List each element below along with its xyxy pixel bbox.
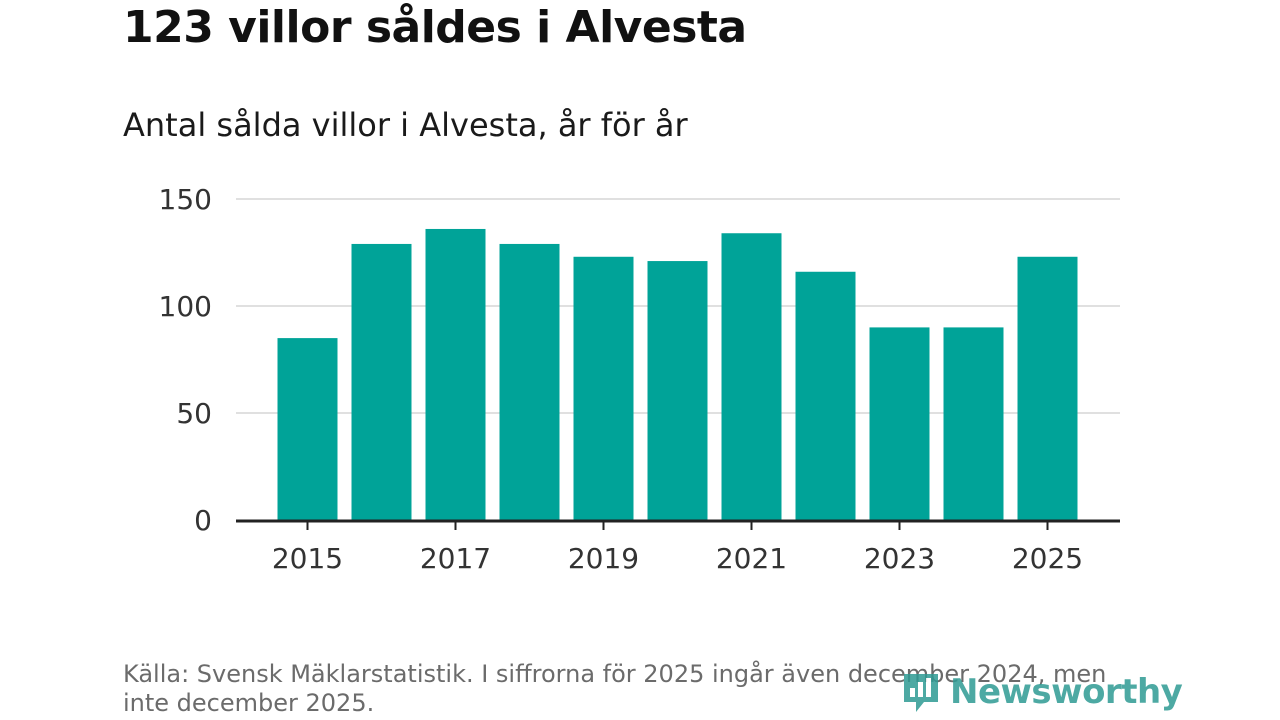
bar-2025 (1017, 256, 1078, 520)
bar-2019 (573, 256, 634, 520)
x-tick-label: 2015 (272, 542, 343, 575)
source-note: Källa: Svensk Mäklarstatistik. I siffror… (123, 660, 1107, 717)
bar-2024 (943, 327, 1004, 520)
y-tick-label: 150 (159, 183, 212, 216)
x-tick-label: 2023 (864, 542, 935, 575)
bar-2023 (869, 327, 930, 520)
x-tick-label: 2021 (716, 542, 787, 575)
bar-2016 (351, 243, 412, 520)
y-tick-label: 0 (194, 504, 212, 537)
x-tick-label: 2017 (420, 542, 491, 575)
y-tick-label: 100 (159, 290, 212, 323)
chart-title: 123 villor såldes i Alvesta (123, 2, 747, 53)
newsworthy-logo-icon (904, 674, 938, 712)
bar-2017 (425, 228, 486, 520)
bar-2020 (647, 261, 708, 520)
newsworthy-logo: Newsworthy (900, 670, 1183, 714)
bars (277, 228, 1078, 521)
bar-2022 (795, 271, 856, 520)
x-tick-label: 2019 (568, 542, 639, 575)
bar-2021 (721, 233, 782, 521)
x-axis-ticks: 2015 2017 2019 2021 2023 2025 (272, 521, 1083, 575)
bar-chart: 0 50 100 150 2015 2017 2019 2021 2023 2025 (159, 183, 1120, 575)
newsworthy-logo-text: Newsworthy (950, 672, 1183, 712)
chart-subtitle: Antal sålda villor i Alvesta, år för år (123, 106, 688, 144)
y-tick-label: 50 (176, 397, 212, 430)
bar-2018 (499, 243, 560, 520)
y-axis-ticks: 0 50 100 150 (159, 183, 212, 537)
x-tick-label: 2025 (1012, 542, 1083, 575)
bar-2015 (277, 338, 338, 520)
